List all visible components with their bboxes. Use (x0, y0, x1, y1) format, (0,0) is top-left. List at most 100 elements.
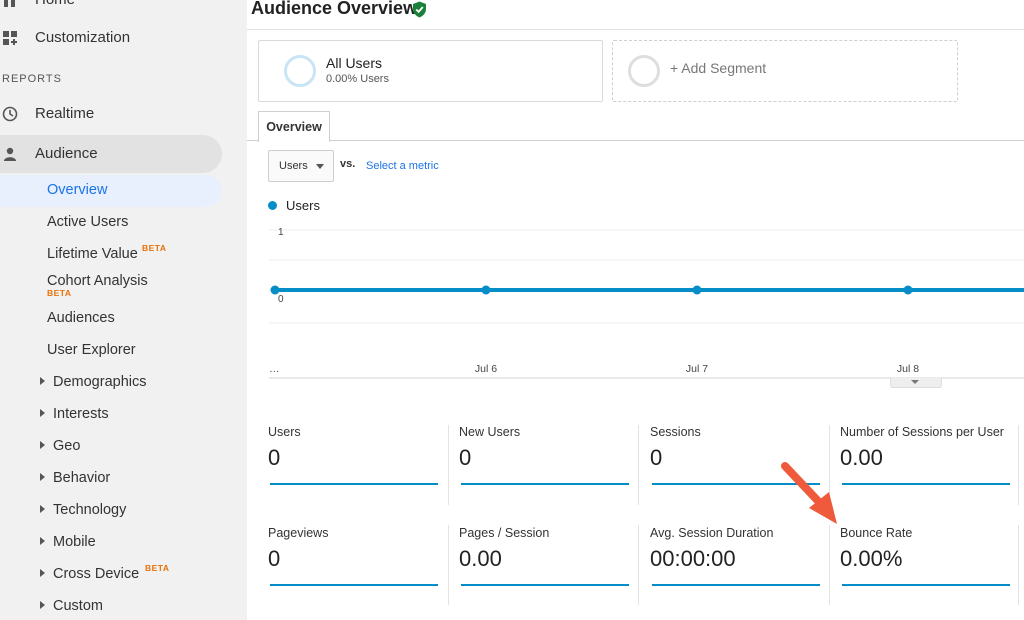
y-tick-label: 0 (278, 294, 284, 305)
audience-highlight (0, 135, 222, 173)
scorecard-divider (448, 425, 449, 505)
scorecard-value: 0 (650, 445, 663, 470)
expand-arrow-icon (40, 505, 45, 513)
tree-item-label: Cross Device (53, 566, 140, 582)
y-tick-label: 1 (278, 227, 284, 238)
legend-label: Users (286, 198, 320, 213)
expand-arrow-icon (40, 473, 45, 481)
sidebar-item-label: Realtime (35, 105, 95, 122)
segment-circle-icon (284, 55, 316, 87)
sidebar-subitem-cohort-analysis[interactable]: Cohort Analysis (47, 273, 148, 289)
scorecard-divider (829, 425, 830, 505)
scorecard-label: New Users (459, 425, 521, 439)
data-point[interactable] (481, 285, 491, 295)
scorecard-bounce-rate[interactable]: Bounce Rate 0.00% (840, 526, 1020, 606)
scorecard-divider (1018, 525, 1019, 605)
sidebar-subitem-lifetime-value[interactable]: Lifetime Value (47, 246, 138, 262)
tree-item-label: Geo (53, 438, 81, 454)
segment-circle-icon (628, 55, 660, 87)
scorecard-sparkline (652, 584, 820, 586)
sidebar-tree-behavior[interactable]: Behavior (40, 470, 110, 486)
clock-icon (2, 106, 18, 122)
segment-all-users[interactable]: All Users 0.00% Users (258, 40, 603, 102)
collapse-triangle-icon (911, 380, 919, 384)
expand-arrow-icon (40, 441, 45, 449)
tree-item-label: Mobile (53, 534, 96, 550)
scorecard-divider (1018, 425, 1019, 505)
metric-dropdown-value: Users (279, 160, 308, 172)
x-tick-label: Jul 6 (475, 363, 497, 375)
sidebar-subitem-active-users[interactable]: Active Users (47, 214, 129, 230)
segment-percentage: 0.00% Users (326, 73, 389, 85)
scorecard-sessions[interactable]: Sessions 0 (650, 425, 830, 505)
expand-arrow-icon (40, 377, 45, 385)
sidebar-item-label: Customization (35, 29, 131, 46)
scorecard-pages-per-session[interactable]: Pages / Session 0.00 (459, 526, 639, 606)
segment-name: All Users (326, 55, 383, 71)
metric-dropdown[interactable]: Users (268, 150, 334, 182)
scorecard-value: 0 (459, 445, 472, 470)
tree-item-label: Behavior (53, 470, 111, 486)
overview-highlight (0, 175, 222, 207)
tree-item-label: Technology (53, 502, 127, 518)
scorecard-sparkline (461, 483, 629, 485)
sidebar-tree-interests[interactable]: Interests (40, 406, 109, 422)
tree-item-label: Custom (53, 598, 103, 614)
header-divider (247, 29, 1024, 30)
expand-arrow-icon (40, 537, 45, 545)
scorecard-divider (829, 525, 830, 605)
scorecard-divider (448, 525, 449, 605)
sidebar-tree-demographics[interactable]: Demographics (40, 374, 147, 390)
scorecard-value: 0 (268, 546, 281, 571)
sidebar-tree-geo[interactable]: Geo (40, 438, 80, 454)
scorecard-sparkline (461, 584, 629, 586)
scorecard-avg-session-duration[interactable]: Avg. Session Duration 00:00:00 (650, 526, 830, 606)
add-segment-button[interactable]: + Add Segment (612, 40, 958, 102)
data-point[interactable] (270, 285, 280, 295)
data-point[interactable] (692, 285, 702, 295)
beta-badge: BETA (47, 288, 72, 298)
tree-item-label: Demographics (53, 374, 147, 390)
sidebar-subitem-overview[interactable]: Overview (47, 182, 108, 198)
sidebar-subitem-user-explorer[interactable]: User Explorer (47, 342, 136, 358)
expand-arrow-icon (40, 409, 45, 417)
scorecard-sparkline (270, 483, 438, 485)
scorecard-sessions-per-user[interactable]: Number of Sessions per User 0.00 (840, 425, 1020, 505)
users-line-chart: 1 0 … Jul 6 Jul 7 Jul 8 (269, 227, 1024, 379)
scorecard-label: Users (268, 425, 301, 439)
data-point[interactable] (903, 285, 913, 295)
sidebar-tree-cross-device[interactable]: Cross Device (40, 566, 139, 582)
scorecard-value: 00:00:00 (650, 546, 736, 571)
verified-shield-icon (413, 1, 426, 18)
expand-arrow-icon (40, 601, 45, 609)
scorecard-sparkline (270, 584, 438, 586)
x-tick-label: Jul 8 (897, 363, 919, 375)
chart-collapse-handle[interactable] (890, 378, 942, 388)
sidebar-item-label: Audience (35, 145, 98, 162)
sidebar-tree-technology[interactable]: Technology (40, 502, 126, 518)
scorecard-new-users[interactable]: New Users 0 (459, 425, 639, 505)
scorecard-label: Bounce Rate (840, 526, 913, 540)
person-icon (4, 147, 16, 161)
expand-arrow-icon (40, 569, 45, 577)
select-metric-link[interactable]: Select a metric (366, 160, 439, 172)
scorecard-value: 0.00 (459, 546, 502, 571)
add-segment-label: + Add Segment (670, 60, 767, 76)
sidebar-tree-mobile[interactable]: Mobile (40, 534, 96, 550)
scorecard-label: Pageviews (268, 526, 329, 540)
scorecard-pageviews[interactable]: Pageviews 0 (268, 526, 448, 606)
scorecard-divider (638, 425, 639, 505)
dashboard-grid-icon (3, 31, 17, 45)
sidebar-tree-custom[interactable]: Custom (40, 598, 103, 614)
scorecard-sparkline (842, 483, 1010, 485)
scorecard-value: 0 (268, 445, 281, 470)
scorecard-label: Avg. Session Duration (650, 526, 774, 540)
scorecard-users[interactable]: Users 0 (268, 425, 448, 505)
tab-overview[interactable]: Overview (258, 111, 330, 142)
beta-badge: BETA (142, 243, 167, 253)
scorecard-sparkline (652, 483, 820, 485)
vs-label: vs. (340, 158, 356, 170)
scorecard-divider (638, 525, 639, 605)
sidebar-subitem-audiences[interactable]: Audiences (47, 310, 115, 326)
annotation-arrow-icon (781, 462, 837, 524)
